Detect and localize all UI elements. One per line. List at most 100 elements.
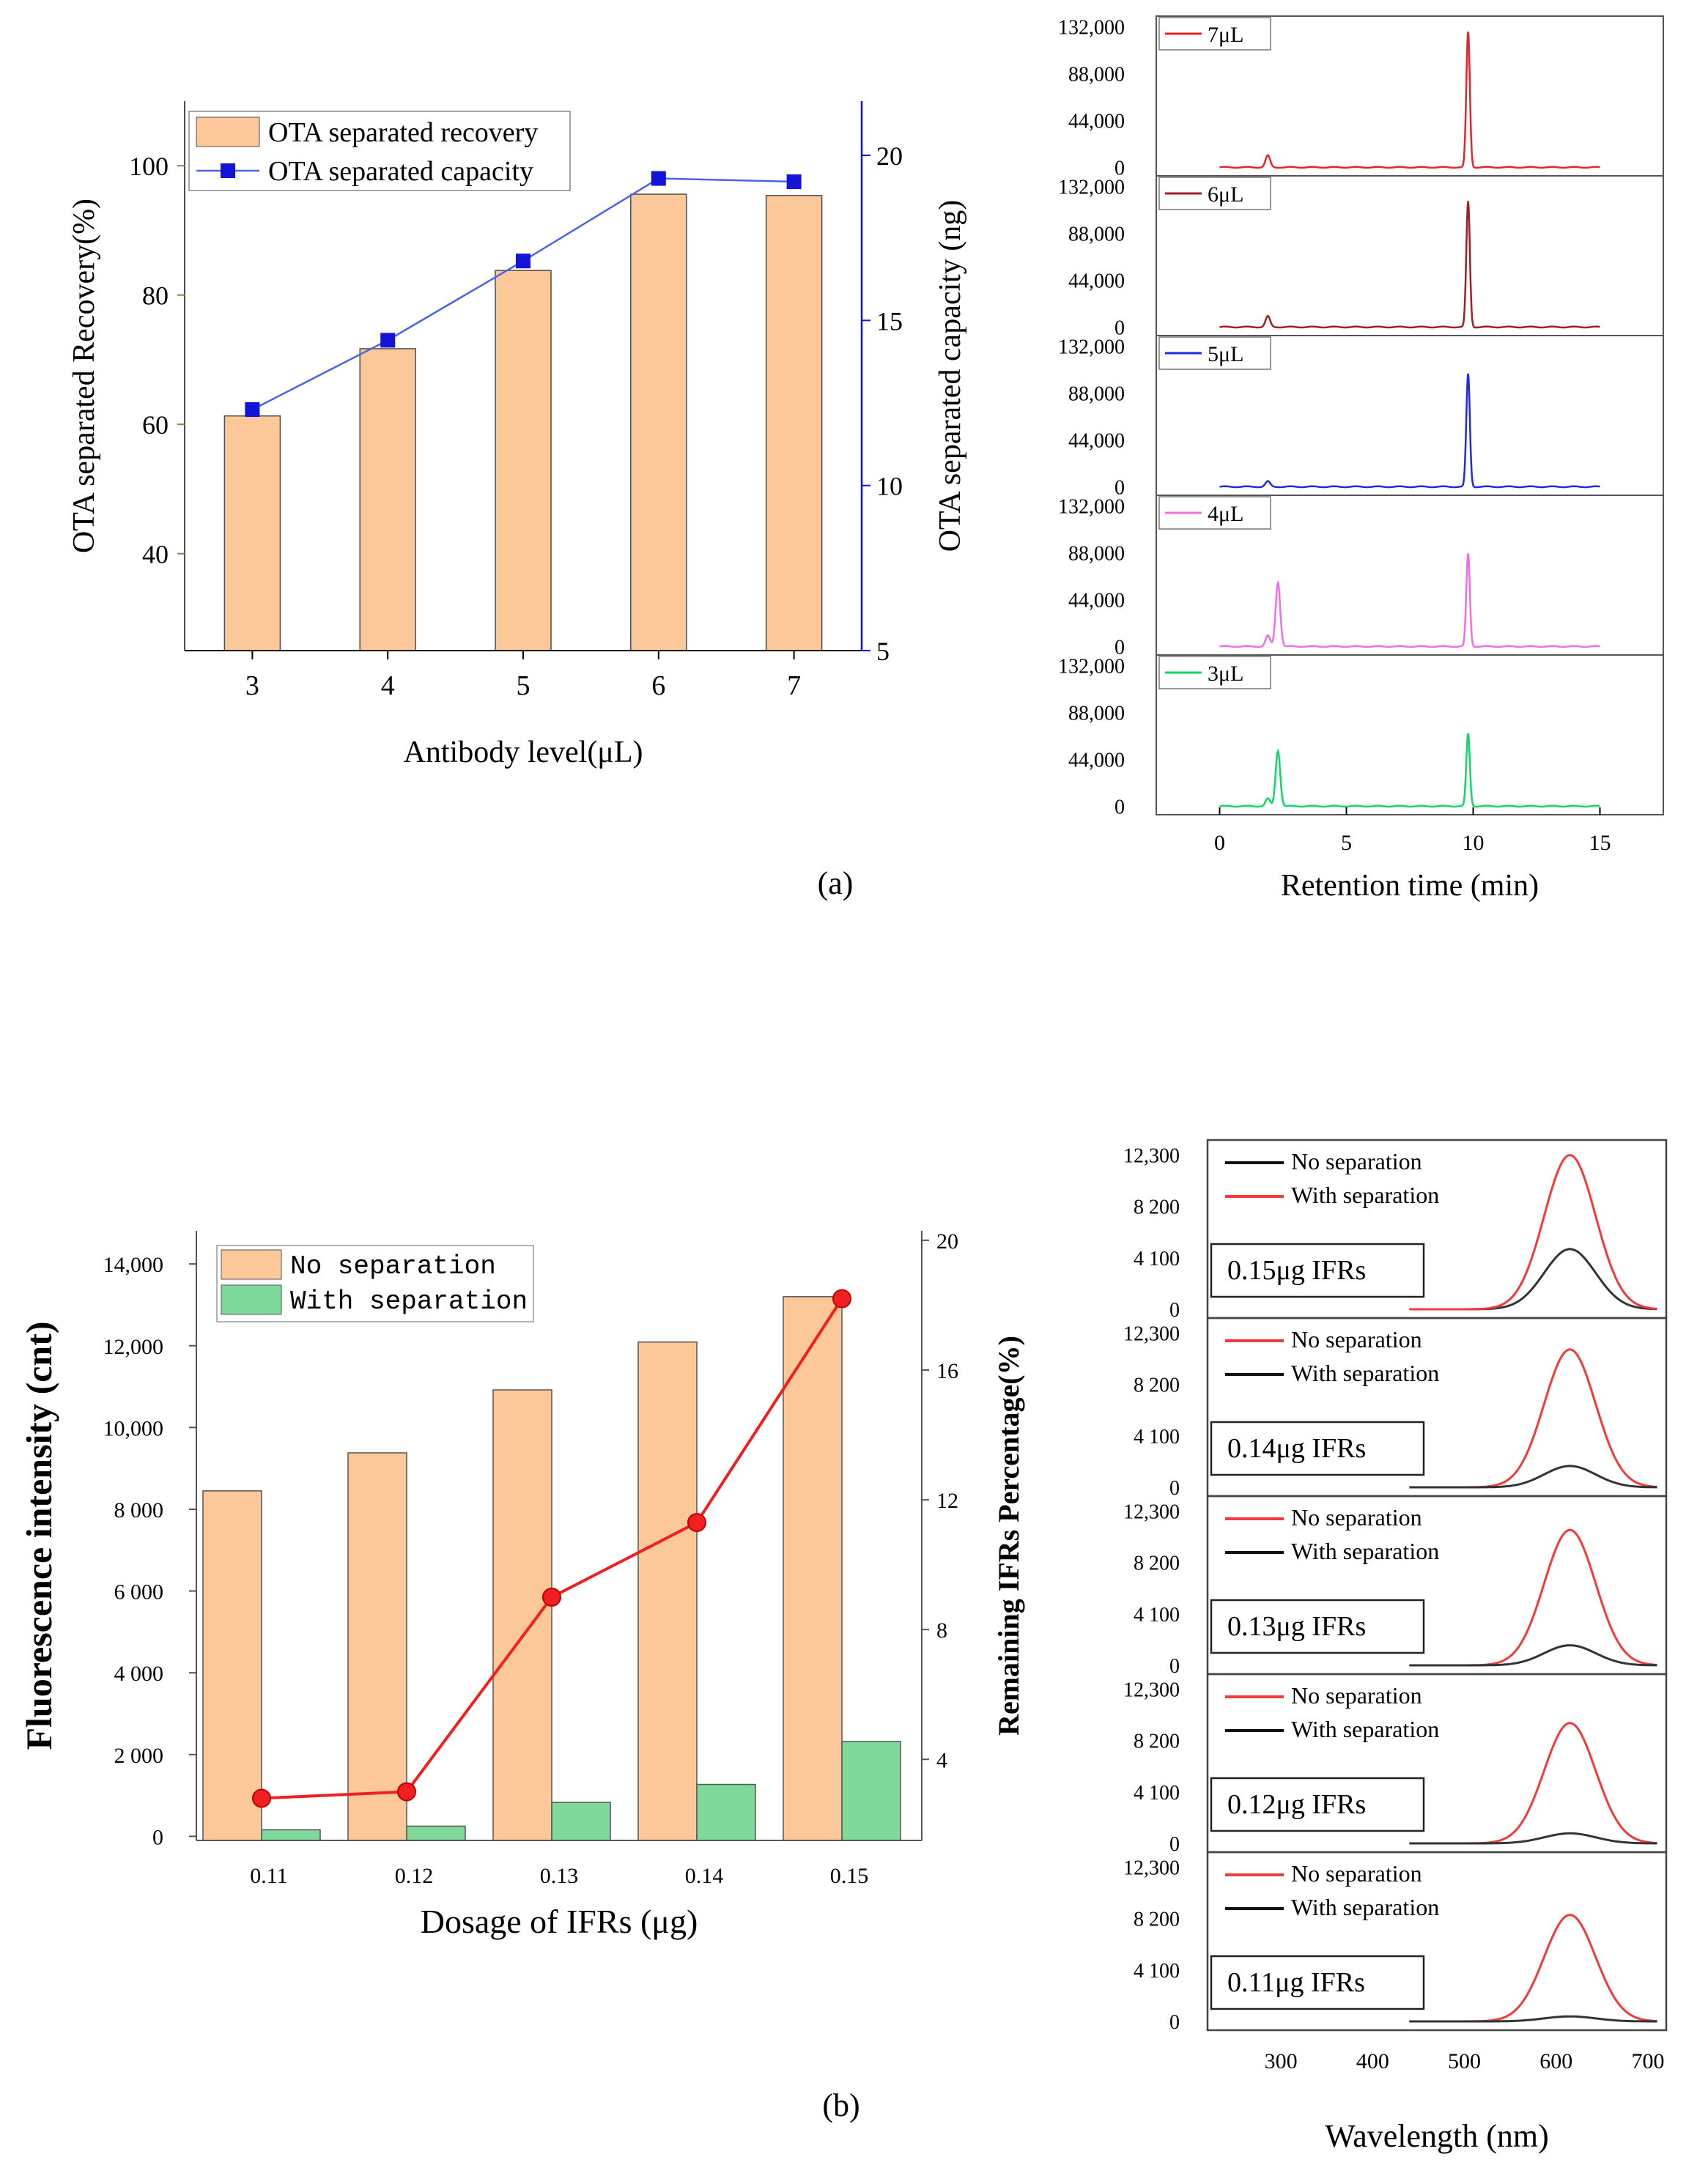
- with-separation-bar: [841, 1741, 901, 1841]
- spectrum-legend-label: With separation: [1291, 1360, 1439, 1386]
- hplc-y-tick-label: 88,000: [1068, 702, 1125, 725]
- hplc-x-tick-label: 10: [1463, 831, 1485, 855]
- y2-tick-label: 20: [936, 1229, 958, 1254]
- spectrum-y-tick-label: 0: [1169, 1655, 1180, 1678]
- y-tick-label: 60: [142, 410, 169, 440]
- legend-no-separation-label: No separation: [290, 1251, 496, 1281]
- spectrum-y-tick-label: 12,300: [1123, 1323, 1180, 1346]
- spectrum-y-tick-label: 4 100: [1134, 1604, 1180, 1626]
- spectrum-legend-label: With separation: [1291, 1894, 1439, 1920]
- spectrum-panel-frame: [1206, 1851, 1668, 2032]
- x-axis-label: Antibody level(μL): [404, 736, 643, 769]
- y-tick-label: 0: [152, 1825, 163, 1849]
- spectrum-dose-box: [1210, 1955, 1425, 2010]
- hplc-trace: [1219, 32, 1600, 169]
- hplc-legend-label: 6μL: [1208, 182, 1243, 207]
- hplc-y-tick-label: 0: [1114, 476, 1125, 499]
- chart-a-right: 0 44,000 88,000 132,000 7μL 0 44,000 88,000 132,…: [1058, 15, 1664, 903]
- spectrum-y-tick-label: 0: [1169, 1477, 1180, 1500]
- capacity-point: [516, 253, 530, 269]
- spectrum-no-separation-trace: [1409, 1348, 1657, 1489]
- hplc-trace: [1219, 201, 1600, 329]
- spectrum-x-axis-label: Wavelength (nm): [1325, 2118, 1549, 2154]
- spectrum-legend-label: No separation: [1291, 1504, 1422, 1531]
- y2-tick-label: 8: [936, 1618, 947, 1643]
- hplc-legend-label: 4μL: [1208, 502, 1243, 526]
- with-separation-bar: [696, 1783, 756, 1841]
- legend-capacity-marker: [221, 163, 235, 178]
- hplc-y-tick-label: 132,000: [1058, 17, 1125, 40]
- spectrum-with-separation-trace: [1409, 1154, 1657, 1311]
- x-tick-label: 6: [651, 670, 665, 701]
- spectrum-no-separation-trace: [1409, 1528, 1657, 1667]
- hplc-y-tick-label: 44,000: [1068, 749, 1125, 771]
- y2-tick-label: 16: [936, 1359, 958, 1383]
- x-axis-label: Dosage of IFRs (μg): [421, 1903, 698, 1940]
- hplc-x-axis-label: Retention time (min): [1281, 869, 1539, 903]
- legend-capacity-label: OTA separated capacity: [268, 156, 533, 187]
- hplc-trace: [1219, 733, 1600, 808]
- remaining-point: [832, 1289, 851, 1309]
- hplc-x-tick-label: 5: [1341, 831, 1352, 855]
- x-tick-label: 0.15: [830, 1864, 869, 1888]
- hplc-y-tick-label: 132,000: [1058, 496, 1125, 519]
- hplc-y-tick-label: 88,000: [1068, 223, 1125, 245]
- y-axis-label: Fluorescence intensity (cnt): [18, 1321, 59, 1750]
- caption-b: (b): [822, 2087, 859, 2123]
- spectrum-dose-label: 0.12μg IFRs: [1227, 1789, 1366, 1820]
- hplc-panel-frame: [1156, 654, 1664, 815]
- y-tick-label: 14,000: [103, 1253, 164, 1277]
- spectrum-dose-label: 0.13μg IFRs: [1227, 1611, 1366, 1642]
- spectrum-y-tick-label: 4 100: [1134, 1960, 1180, 1983]
- hplc-y-tick-label: 0: [1114, 796, 1125, 818]
- y-tick-label: 6 000: [114, 1580, 164, 1605]
- legend-recovery-label: OTA separated recovery: [268, 117, 538, 148]
- spectrum-legend-label: No separation: [1291, 1860, 1422, 1887]
- spectrum-x-tick-label: 500: [1448, 2049, 1481, 2073]
- spectrum-y-tick-label: 8 200: [1134, 1909, 1180, 1931]
- chart-b-right: 0 4 100 8 200 12,300 No separation With separ…: [1123, 1139, 1668, 2154]
- x-tick-label: 3: [245, 670, 259, 701]
- y2-axis-label: OTA separated capacity (ng): [934, 200, 967, 552]
- spectrum-y-tick-label: 4 100: [1134, 1248, 1180, 1270]
- spectrum-y-tick-label: 8 200: [1134, 1731, 1180, 1753]
- no-separation-bar: [347, 1452, 407, 1841]
- spectrum-no-separation-trace: [1409, 1248, 1657, 1311]
- spectrum-y-tick-label: 8 200: [1134, 1552, 1180, 1575]
- chart-a-left: 40 60 80 100 5 10 15 20 3 4 5 6 7 Antibody level(μL) O…: [67, 101, 967, 769]
- no-separation-bar: [637, 1341, 698, 1841]
- spectrum-y-tick-label: 8 200: [1134, 1374, 1180, 1397]
- capacity-point: [245, 402, 260, 418]
- x-tick-label: 0.12: [395, 1864, 434, 1888]
- recovery-bar: [630, 193, 687, 651]
- hplc-y-tick-label: 0: [1114, 636, 1125, 659]
- capacity-point: [380, 333, 396, 348]
- spectrum-with-separation-trace: [1409, 1465, 1657, 1489]
- remaining-point: [252, 1788, 271, 1808]
- hplc-y-tick-label: 44,000: [1068, 270, 1125, 292]
- hplc-y-tick-label: 0: [1114, 157, 1125, 180]
- hplc-y-tick-label: 132,000: [1058, 177, 1125, 199]
- hplc-y-tick-label: 132,000: [1058, 656, 1125, 678]
- hplc-y-tick-label: 0: [1114, 317, 1125, 339]
- x-tick-label: 7: [787, 670, 801, 701]
- with-separation-bar: [551, 1802, 611, 1841]
- recovery-bar: [223, 415, 281, 651]
- hplc-legend-box: [1158, 177, 1271, 210]
- spectrum-y-tick-label: 0: [1169, 2011, 1180, 2034]
- y-tick-label: 4 000: [114, 1662, 164, 1686]
- y2-tick-label: 15: [876, 306, 903, 336]
- spectrum-legend-label: With separation: [1291, 1538, 1439, 1564]
- spectrum-with-separation-trace: [1409, 2015, 1657, 2023]
- spectrum-dose-box: [1210, 1421, 1425, 1476]
- hplc-legend-label: 3μL: [1208, 662, 1243, 686]
- remaining-point: [542, 1587, 561, 1607]
- spectrum-no-separation-trace: [1409, 1914, 1657, 2023]
- y2-tick-label: 10: [876, 472, 903, 501]
- hplc-legend-label: 7μL: [1208, 23, 1243, 47]
- x-tick-label: 4: [381, 670, 395, 701]
- y-tick-label: 8 000: [114, 1498, 164, 1522]
- spectrum-dose-label: 0.11μg IFRs: [1227, 1967, 1365, 1998]
- with-separation-bar: [406, 1825, 466, 1841]
- spectrum-legend-label: With separation: [1291, 1716, 1439, 1742]
